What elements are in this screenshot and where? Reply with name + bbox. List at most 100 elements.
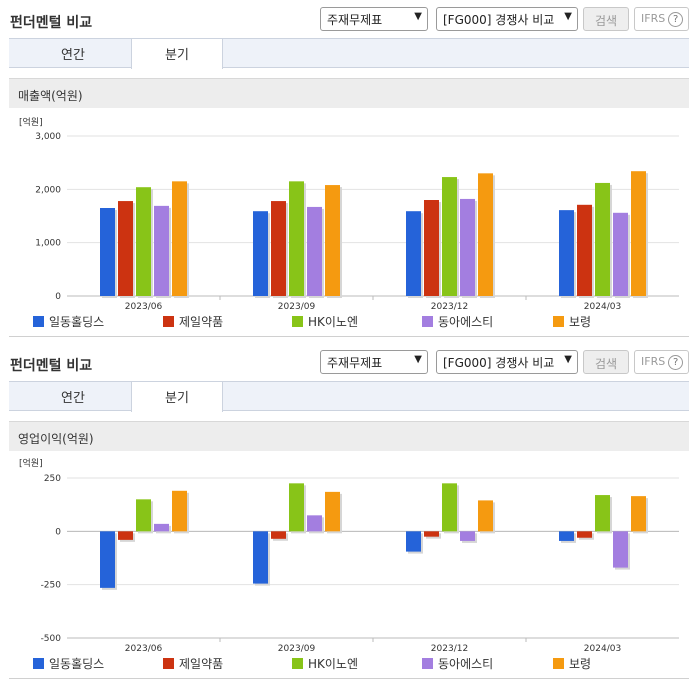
bar-3-0 bbox=[559, 210, 574, 296]
bar-2-3 bbox=[460, 531, 475, 541]
bar-2-1 bbox=[424, 531, 439, 537]
search-button[interactable]: 검색 bbox=[583, 350, 629, 374]
y-tick-label: 250 bbox=[44, 474, 61, 484]
help-icon[interactable]: ? bbox=[668, 355, 684, 370]
x-tick-label: 2023/06 bbox=[125, 644, 163, 654]
legend-label: 일동홀딩스 bbox=[49, 657, 105, 671]
legend-label: 동아에스티 bbox=[438, 657, 494, 671]
y-tick-label: 2,000 bbox=[35, 185, 61, 195]
legend-item[interactable]: 보령 bbox=[553, 655, 591, 672]
legend-swatch bbox=[292, 658, 303, 669]
peer-group-value: [FG000] 경쟁사 비교 bbox=[443, 356, 555, 370]
legend-item[interactable]: 동아에스티 bbox=[422, 313, 493, 330]
bar-0-3 bbox=[154, 523, 169, 532]
bar-0-1 bbox=[118, 531, 133, 540]
bar-0-4 bbox=[172, 181, 187, 296]
search-button[interactable]: 검색 bbox=[583, 7, 629, 31]
y-tick-label: -500 bbox=[41, 634, 62, 644]
ifrs-label: IFRS bbox=[641, 355, 666, 368]
bar-0-3 bbox=[154, 205, 169, 296]
legend-label: 보령 bbox=[569, 657, 592, 671]
period-tabs: 연간 분기 bbox=[9, 38, 689, 69]
chart-header: 매출액(억원) bbox=[9, 78, 689, 108]
bar-0-0 bbox=[100, 208, 115, 296]
report-type-select[interactable]: 주재무제표 ▼ bbox=[320, 7, 428, 31]
chevron-down-icon: ▼ bbox=[564, 11, 572, 22]
tab-active-bg bbox=[131, 381, 223, 412]
bar-1-3 bbox=[307, 515, 322, 532]
fundamental-panel-operating-profit: 펀더멘털 비교 주재무제표 ▼ [FG000] 경쟁사 비교 ▼ 검색 IFRS… bbox=[0, 343, 696, 684]
bar-0-1 bbox=[118, 201, 133, 296]
report-type-select[interactable]: 주재무제표 ▼ bbox=[320, 350, 428, 374]
panel-header: 펀더멘털 비교 주재무제표 ▼ [FG000] 경쟁사 비교 ▼ 검색 IFRS… bbox=[0, 343, 696, 379]
legend-item[interactable]: HK이노엔 bbox=[292, 313, 358, 330]
legend-label: 보령 bbox=[569, 315, 592, 329]
x-tick-label: 2023/09 bbox=[278, 302, 316, 312]
tab-quarterly[interactable]: 분기 bbox=[165, 391, 189, 406]
bar-2-2 bbox=[442, 177, 457, 296]
bar-3-3 bbox=[613, 212, 628, 296]
legend-item[interactable]: HK이노엔 bbox=[292, 655, 358, 672]
tab-quarterly[interactable]: 분기 bbox=[165, 48, 189, 63]
bar-2-0 bbox=[406, 211, 421, 296]
legend-item[interactable]: 제일약품 bbox=[163, 313, 223, 330]
operating-profit-chart: [억원] -500 -250 0 250 2023/06 2023/09 2023/12 202… bbox=[19, 457, 679, 654]
x-tick-label: 2024/03 bbox=[584, 302, 621, 312]
peer-group-select[interactable]: [FG000] 경쟁사 비교 ▼ bbox=[436, 350, 578, 374]
y-tick-label: 1,000 bbox=[35, 239, 61, 249]
bar-3-0 bbox=[559, 531, 574, 541]
x-tick-label: 2024/03 bbox=[584, 644, 621, 654]
peer-group-value: [FG000] 경쟁사 비교 bbox=[443, 13, 555, 27]
bar-1-2 bbox=[289, 483, 304, 532]
tab-annual[interactable]: 연간 bbox=[61, 48, 85, 63]
bar-3-2 bbox=[595, 182, 610, 296]
ifrs-button[interactable]: IFRS? bbox=[634, 350, 689, 374]
bar-2-0 bbox=[406, 531, 421, 552]
chevron-down-icon: ▼ bbox=[564, 354, 572, 365]
legend-swatch bbox=[33, 658, 44, 669]
legend-swatch bbox=[553, 316, 564, 327]
help-icon[interactable]: ? bbox=[668, 12, 684, 27]
panel-title: 펀더멘털 비교 bbox=[10, 358, 93, 374]
bar-0-4 bbox=[172, 490, 187, 532]
y-tick-label: -250 bbox=[41, 581, 62, 591]
bar-1-4 bbox=[325, 185, 340, 296]
metric-title: 영업이익(억원) bbox=[18, 432, 94, 446]
bar-1-3 bbox=[307, 206, 322, 296]
legend-swatch bbox=[163, 316, 174, 327]
bar-1-0 bbox=[253, 531, 268, 584]
bar-3-4 bbox=[631, 496, 646, 532]
revenue-chart: [억원] 0 1,000 2,000 3,000 2023/06 2023/09 2023/1… bbox=[19, 116, 679, 312]
legend-swatch bbox=[422, 316, 433, 327]
peer-group-select[interactable]: [FG000] 경쟁사 비교 ▼ bbox=[436, 7, 578, 31]
divider bbox=[9, 678, 689, 679]
legend-label: 제일약품 bbox=[179, 315, 224, 329]
legend-item[interactable]: 제일약품 bbox=[163, 655, 223, 672]
legend-label: 제일약품 bbox=[179, 657, 224, 671]
y-unit-label: [억원] bbox=[19, 116, 43, 128]
bar-1-2 bbox=[289, 181, 304, 296]
legend-label: 동아에스티 bbox=[438, 315, 494, 329]
bar-1-4 bbox=[325, 491, 340, 532]
tab-annual[interactable]: 연간 bbox=[61, 391, 85, 406]
report-type-value: 주재무제표 bbox=[327, 356, 383, 370]
legend-item[interactable]: 일동홀딩스 bbox=[33, 313, 104, 330]
bar-0-2 bbox=[136, 499, 151, 532]
bar-3-2 bbox=[595, 495, 610, 532]
bar-1-1 bbox=[271, 531, 286, 539]
tab-active-bg bbox=[131, 38, 223, 69]
panel-header: 펀더멘털 비교 주재무제표 ▼ [FG000] 경쟁사 비교 ▼ 검색 IFRS… bbox=[0, 0, 696, 36]
legend-item[interactable]: 동아에스티 bbox=[422, 655, 493, 672]
legend-item[interactable]: 보령 bbox=[553, 313, 591, 330]
bar-2-2 bbox=[442, 483, 457, 532]
legend-swatch bbox=[553, 658, 564, 669]
panel-title: 펀더멘털 비교 bbox=[10, 15, 93, 31]
bar-2-4 bbox=[478, 500, 493, 532]
ifrs-button[interactable]: IFRS? bbox=[634, 7, 689, 31]
bar-3-1 bbox=[577, 531, 592, 538]
legend-item[interactable]: 일동홀딩스 bbox=[33, 655, 104, 672]
legend-label: HK이노엔 bbox=[308, 657, 359, 671]
report-type-value: 주재무제표 bbox=[327, 13, 383, 27]
chart-legend: 일동홀딩스 제일약품 HK이노엔 동아에스티 보령 bbox=[9, 655, 689, 673]
bar-3-3 bbox=[613, 531, 628, 568]
